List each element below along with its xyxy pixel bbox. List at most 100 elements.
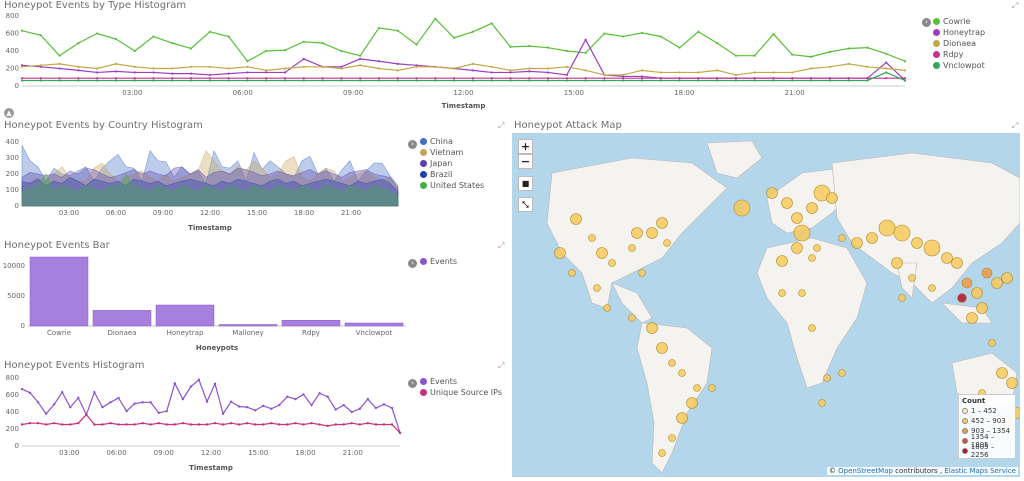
data-point (453, 67, 456, 70)
data-point (321, 79, 324, 82)
data-point (396, 62, 399, 65)
x-tick-label: 03:00 (122, 89, 142, 97)
data-point (246, 71, 249, 74)
data-point (546, 71, 550, 74)
expand-icon[interactable]: ⤢ (1012, 1, 1019, 10)
data-point (509, 79, 512, 82)
attack-point (891, 257, 903, 269)
legend-item[interactable]: Vnclowpot (933, 60, 985, 71)
data-point (622, 79, 625, 82)
legend-item[interactable]: China (420, 136, 484, 147)
attack-point (791, 212, 803, 224)
expand-icon[interactable]: ⤢ (498, 241, 505, 250)
data-point (350, 421, 353, 425)
data-point (640, 75, 644, 78)
y-tick-label: 0 (15, 442, 19, 450)
series-area-brazil (21, 177, 399, 207)
bar-legend: Events (420, 256, 457, 267)
legend-item[interactable]: Events (420, 376, 502, 387)
map-legend-label: 1805 – 2256 (970, 443, 995, 459)
data-point (283, 67, 287, 70)
data-point (828, 65, 831, 68)
events-histogram-panel: Honeypot Events Histogram ⤢ 800 600 400 200… (0, 360, 510, 478)
data-point (173, 423, 177, 426)
data-point (133, 402, 136, 405)
series-area-china (21, 145, 399, 207)
legend-item[interactable]: Japan (420, 158, 484, 169)
data-point (302, 393, 305, 396)
data-point (77, 79, 80, 82)
ems-link[interactable]: Elastic Maps Service (944, 467, 1016, 475)
data-point (640, 79, 644, 82)
data-point (93, 391, 96, 394)
osm-link[interactable]: OpenStreetMap (838, 467, 893, 475)
data-point (866, 46, 869, 49)
attack-point (966, 312, 978, 324)
data-point (283, 79, 287, 82)
data-point (382, 423, 386, 426)
data-point (141, 401, 144, 404)
attack-map[interactable]: + − ■ ⤡ Count 1 – 452 452 – 903 903 – 1354… (512, 133, 1020, 477)
expand-icon[interactable]: ⤢ (1012, 121, 1019, 130)
data-point (208, 79, 211, 82)
data-point (697, 77, 700, 80)
draw-rectangle-icon[interactable]: ■ (518, 176, 533, 191)
expand-icon[interactable]: ⤢ (498, 361, 505, 370)
legend-toggle-icon[interactable]: › (408, 259, 417, 268)
legend-toggle-icon[interactable]: › (408, 379, 417, 388)
legend-item[interactable]: Honeytrap (933, 27, 985, 38)
data-point (283, 49, 287, 52)
legend-item[interactable]: Events (420, 256, 457, 267)
data-point (584, 79, 587, 82)
data-point (189, 423, 193, 426)
legend-item[interactable]: United States (420, 180, 484, 191)
data-point (302, 79, 305, 82)
x-tick-label: Dionaea (108, 329, 137, 337)
legend-item[interactable]: Vietnam (420, 147, 484, 158)
zoom-out-button[interactable]: − (518, 154, 533, 169)
attack-point (898, 294, 906, 302)
data-point (245, 421, 249, 425)
data-point (678, 77, 681, 80)
data-point (490, 22, 493, 25)
legend-toggle-icon[interactable]: › (922, 18, 931, 27)
data-point (509, 71, 512, 74)
type-histogram-panel: Honeypot Events by Type Histogram ⤢ 800 6… (0, 0, 1024, 112)
data-point (302, 423, 305, 426)
data-point (509, 69, 512, 72)
data-point (753, 54, 756, 57)
data-point (396, 77, 399, 80)
legend-item[interactable]: Unique Source IPs (420, 387, 502, 398)
data-point (189, 65, 193, 68)
attack-point (1006, 377, 1018, 389)
data-point (302, 40, 305, 43)
fit-bounds-icon[interactable]: ⤡ (518, 197, 533, 212)
attack-point (668, 359, 676, 367)
data-point (286, 395, 289, 398)
data-point (903, 77, 907, 80)
x-tick-label: 18:00 (295, 449, 315, 457)
legend-item[interactable]: Brazil (420, 169, 484, 180)
legend-item[interactable]: Dionaea (933, 38, 985, 49)
attack-point (838, 369, 846, 377)
data-point (227, 79, 230, 82)
data-point (208, 77, 211, 80)
zoom-in-button[interactable]: + (518, 139, 533, 154)
data-point (753, 79, 756, 82)
legend-item[interactable]: Cowrie (933, 16, 985, 27)
legend-toggle-icon[interactable]: › (408, 140, 417, 149)
y-tick-label: 600 (6, 391, 19, 399)
expand-icon[interactable]: ⤢ (498, 121, 505, 130)
world-map[interactable] (512, 133, 1020, 477)
data-point (659, 35, 662, 38)
collapse-icon[interactable]: ▲ (4, 108, 14, 118)
bar-cowrie (29, 256, 89, 327)
panel-title: Honeypot Events by Country Histogram (4, 120, 203, 131)
legend-swatch (420, 171, 427, 178)
attack-point (908, 274, 916, 282)
data-point (208, 73, 211, 77)
attack-point (668, 434, 676, 442)
data-point (359, 54, 362, 57)
data-point (584, 51, 587, 54)
legend-item[interactable]: Rdpy (933, 49, 985, 60)
